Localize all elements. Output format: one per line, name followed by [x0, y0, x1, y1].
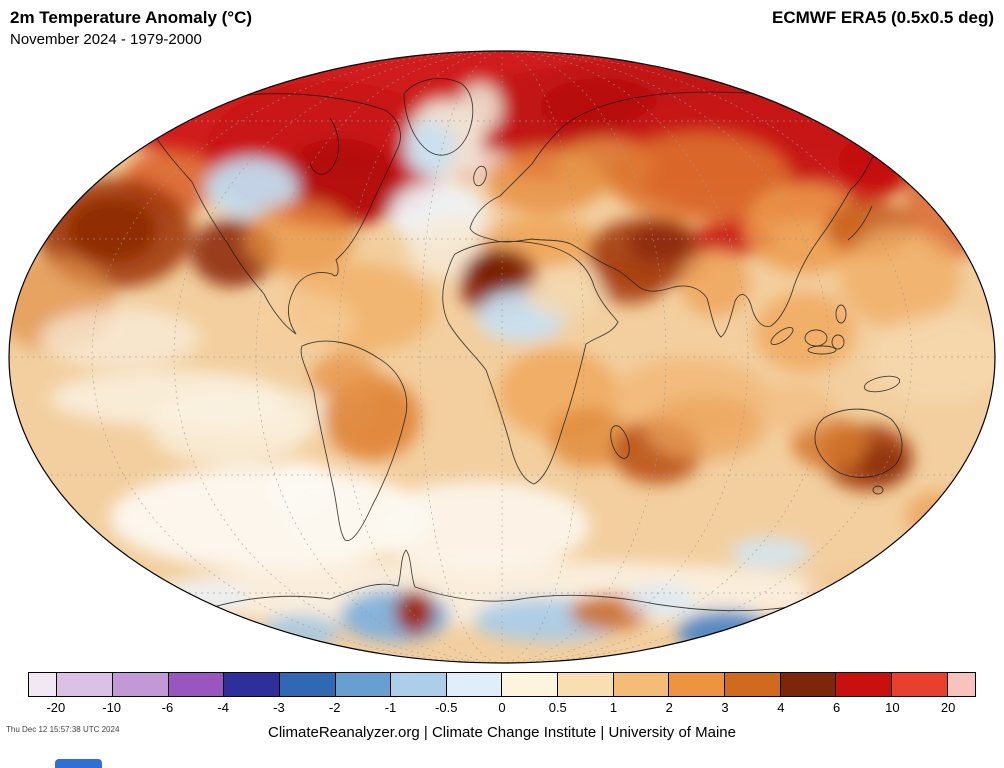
colorbar-segment — [502, 673, 559, 696]
colorbar-labels: -20 -10 -6 -4 -3 -2 -1 -0.5 0 0.5 1 2 3 4 6 10 20 — [28, 700, 976, 717]
colorbar-segment — [335, 673, 392, 696]
colorbar-tick-label: 4 — [777, 700, 785, 715]
colorbar-segment — [558, 673, 614, 696]
colorbar-segment — [391, 673, 447, 696]
header: 2m Temperature Anomaly (°C) November 202… — [0, 0, 1004, 48]
credit-line: ClimateReanalyzer.org | Climate Change I… — [268, 724, 736, 741]
colorbar-tick-label: 0.5 — [548, 700, 567, 715]
title-block: 2m Temperature Anomaly (°C) November 202… — [10, 8, 252, 48]
colorbar: -20 -10 -6 -4 -3 -2 -1 -0.5 0 0.5 1 2 3 4 6 10 20 — [28, 672, 976, 717]
colorbar-tick-label: -3 — [273, 700, 285, 715]
colorbar-segment — [446, 673, 503, 696]
map-subtitle: November 2024 - 1979-2000 — [10, 30, 202, 48]
colorbar-tick-label: -2 — [328, 700, 341, 715]
colorbar-segment — [168, 673, 225, 696]
colorbar-tick-label: 10 — [885, 700, 900, 715]
colorbar-tick-label: -10 — [102, 700, 122, 715]
colorbar-segment — [947, 673, 975, 696]
colorbar-segment — [112, 673, 169, 696]
colorbar-tick-label: 2 — [665, 700, 673, 715]
colorbar-segment — [725, 673, 781, 696]
coastlines — [147, 78, 958, 621]
colorbar-segment — [224, 673, 280, 696]
colorbar-tick-label: 0 — [498, 700, 506, 715]
map-area — [0, 48, 1004, 666]
footer: Thu Dec 12 15:57:38 UTC 2024 ClimateRean… — [0, 717, 1004, 741]
colorbar-tick-label: 3 — [721, 700, 729, 715]
colorbar-segment — [279, 673, 336, 696]
colorbar-segment — [780, 673, 837, 696]
colorbar-segment — [613, 673, 670, 696]
colorbar-tick-label: -4 — [217, 700, 229, 715]
map-title: 2m Temperature Anomaly (°C) — [10, 8, 253, 27]
colorbar-segments — [28, 672, 976, 697]
colorbar-segment — [29, 673, 58, 696]
colorbar-tick-label: -1 — [384, 700, 397, 715]
map-outline — [8, 50, 996, 664]
dataset-label: ECMWF ERA5 (0.5x0.5 deg) — [772, 8, 994, 27]
graticule — [9, 51, 995, 663]
colorbar-segment — [891, 673, 948, 696]
colorbar-tick-label: -0.5 — [435, 700, 458, 715]
colorbar-segment — [57, 673, 113, 696]
colorbar-segment — [836, 673, 892, 696]
world-map — [8, 50, 996, 664]
timestamp: Thu Dec 12 15:57:38 UTC 2024 — [6, 725, 120, 734]
colorbar-segment — [669, 673, 726, 696]
partial-blue-button[interactable] — [55, 759, 102, 768]
colorbar-tick-label: 20 — [940, 700, 956, 715]
colorbar-tick-label: -6 — [161, 700, 174, 715]
colorbar-tick-label: 6 — [832, 700, 841, 715]
colorbar-tick-label: -20 — [46, 700, 66, 715]
colorbar-tick-label: 1 — [609, 700, 618, 715]
